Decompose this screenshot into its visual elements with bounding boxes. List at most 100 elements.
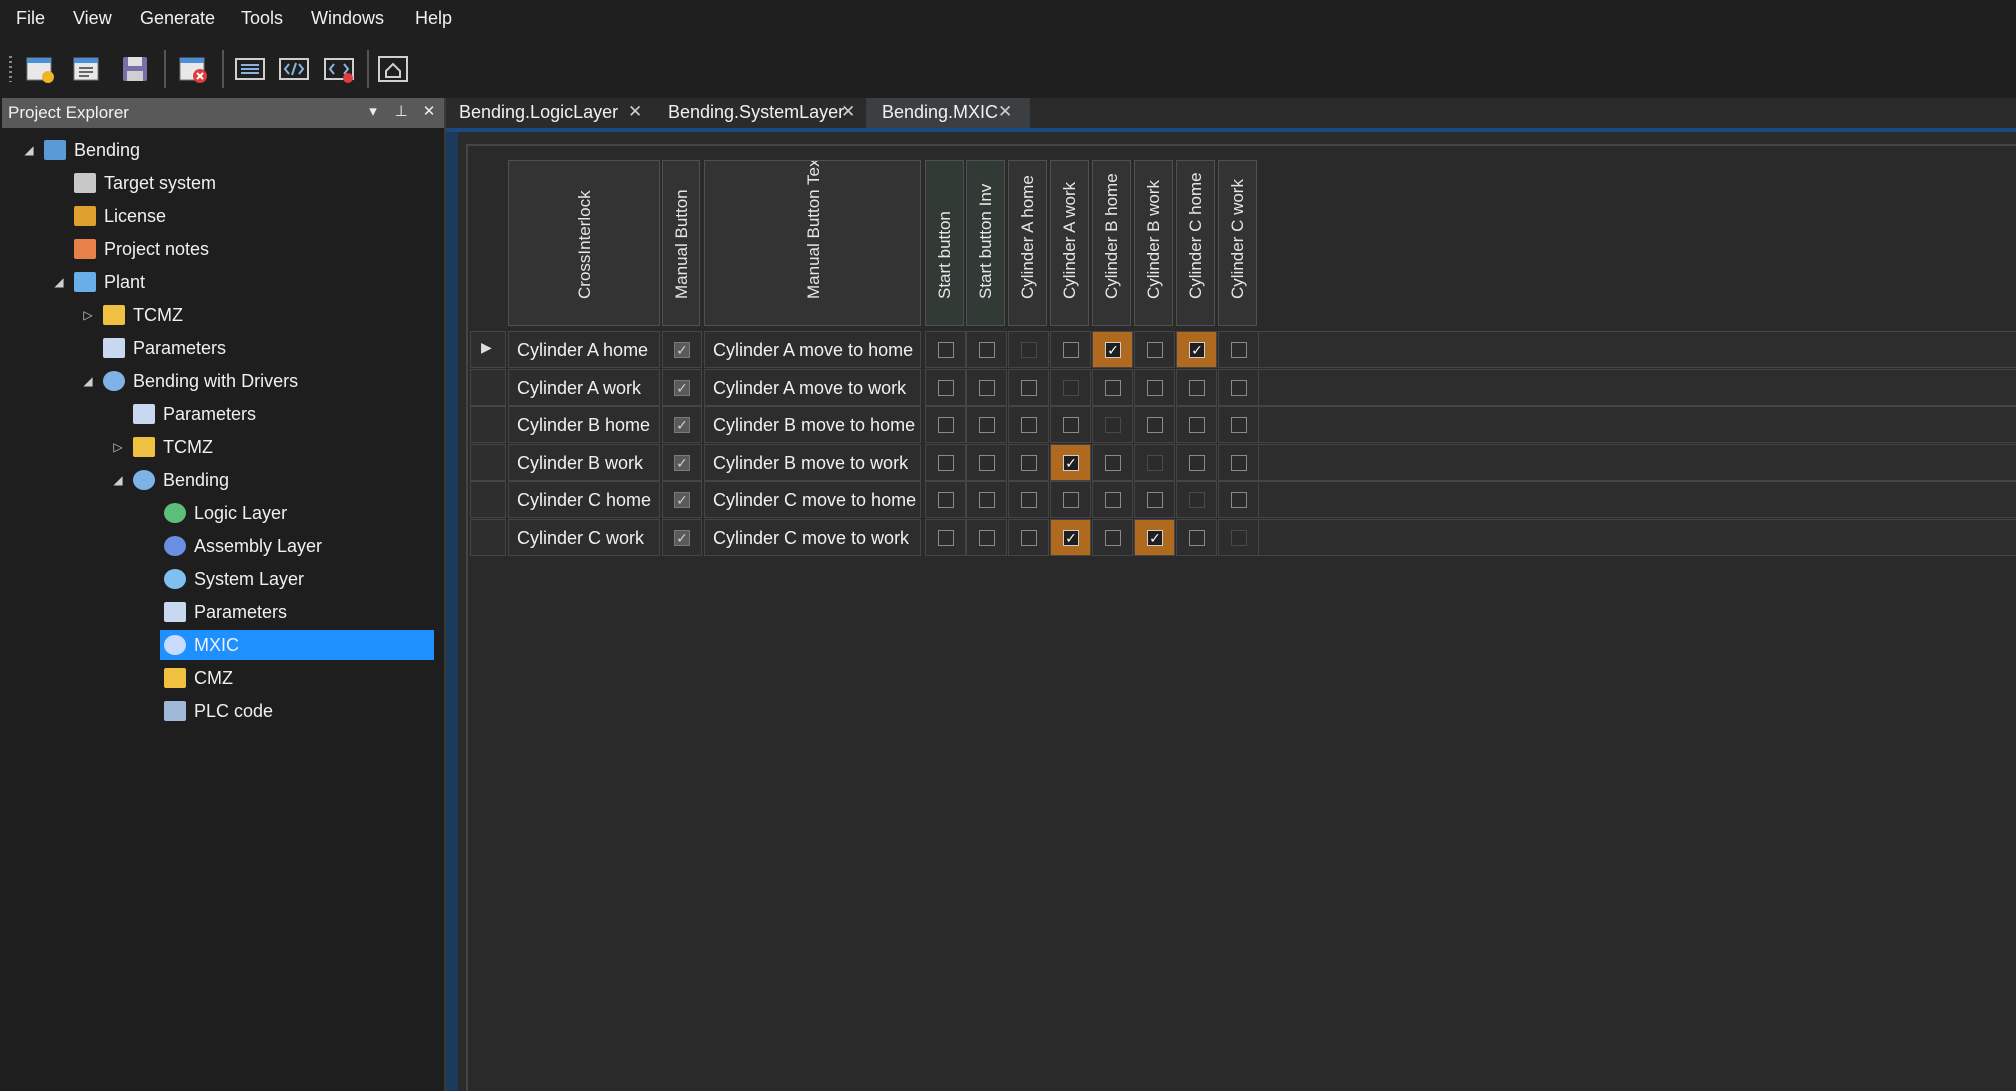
menu-file[interactable]: File [16, 8, 46, 28]
tree-item-system-layer[interactable]: System Layer [124, 564, 504, 594]
column-header-manual-button[interactable]: Manual Button [662, 160, 700, 326]
interlock-checkbox[interactable] [1105, 455, 1121, 471]
column-header-cylinder-b-home[interactable]: Cylinder B home [1092, 160, 1131, 326]
pin-icon[interactable]: ⊥ [394, 103, 408, 120]
row-selector[interactable] [470, 519, 506, 556]
column-header-cylinder-c-home[interactable]: Cylinder C home [1176, 160, 1215, 326]
interlock-checkbox[interactable] [1231, 380, 1247, 396]
manual-button-checkbox[interactable]: ✓ [674, 530, 690, 546]
toolbar-grip[interactable] [9, 56, 12, 82]
column-header-start-button-inv[interactable]: Start button Inv [966, 160, 1005, 326]
column-header-cylinder-a-work[interactable]: Cylinder A work [1050, 160, 1089, 326]
tree-item-assembly-layer[interactable]: Assembly Layer [124, 531, 504, 561]
column-header-crossinterlock[interactable]: CrossInterlock [508, 160, 660, 326]
interlock-checkbox[interactable] [1063, 342, 1079, 358]
interlock-checkbox[interactable] [938, 380, 954, 396]
menu-help[interactable]: Help [415, 8, 453, 28]
dropdown-icon[interactable]: ▾ [369, 103, 377, 120]
interlock-checkbox[interactable] [1021, 455, 1037, 471]
cell-manual-button-text[interactable]: Cylinder C move to work [704, 519, 921, 556]
manual-button-checkbox[interactable]: ✓ [674, 342, 690, 358]
tree-item-tcmz[interactable]: ▷ TCMZ [63, 300, 443, 330]
close-icon[interactable]: ✕ [841, 102, 856, 121]
interlock-checkbox[interactable]: ✓ [1105, 342, 1121, 358]
expanded-arrow-icon[interactable]: ◢ [24, 143, 34, 157]
row-selector[interactable] [470, 369, 506, 406]
collapsed-arrow-icon[interactable]: ▷ [83, 308, 93, 322]
interlock-checkbox[interactable] [938, 530, 954, 546]
interlock-checkbox[interactable]: ✓ [1147, 530, 1163, 546]
interlock-checkbox[interactable] [1063, 492, 1079, 508]
tree-item-parameters[interactable]: Parameters [93, 399, 473, 429]
interlock-checkbox[interactable]: ✓ [1189, 342, 1205, 358]
interlock-checkbox[interactable] [979, 380, 995, 396]
interlock-checkbox[interactable] [979, 492, 995, 508]
column-header-manual-button-text[interactable]: Manual Button Text [704, 160, 921, 326]
expanded-arrow-icon[interactable]: ◢ [113, 473, 123, 487]
interlock-checkbox[interactable] [1147, 380, 1163, 396]
interlock-checkbox[interactable] [1105, 530, 1121, 546]
interlock-checkbox[interactable] [1147, 417, 1163, 433]
new-project-icon[interactable] [23, 52, 57, 86]
cell-crossinterlock[interactable]: Cylinder C home [508, 481, 660, 518]
interlock-checkbox[interactable] [1189, 530, 1205, 546]
cell-manual-button-text[interactable]: Cylinder A move to work [704, 369, 921, 406]
cell-manual-button-text[interactable]: Cylinder B move to work [704, 444, 921, 481]
home-icon[interactable] [376, 52, 410, 86]
tree-item-parameters[interactable]: Parameters [124, 597, 504, 627]
interlock-checkbox[interactable] [979, 342, 995, 358]
tree-item-bending[interactable]: ◢ Bending [4, 135, 384, 165]
tree-item-license[interactable]: License [34, 201, 414, 231]
interlock-checkbox[interactable] [1189, 417, 1205, 433]
column-header-cylinder-c-work[interactable]: Cylinder C work [1218, 160, 1257, 326]
close-icon[interactable]: ✕ [628, 102, 643, 121]
interlock-checkbox[interactable] [938, 455, 954, 471]
expanded-arrow-icon[interactable]: ◢ [83, 374, 93, 388]
interlock-checkbox[interactable] [1189, 455, 1205, 471]
interlock-checkbox[interactable] [979, 417, 995, 433]
open-project-icon[interactable] [70, 52, 104, 86]
tree-item-tcmz[interactable]: ▷ TCMZ [93, 432, 473, 462]
interlock-checkbox[interactable] [1231, 455, 1247, 471]
manual-button-checkbox[interactable]: ✓ [674, 492, 690, 508]
tree-item-bending-with-drivers[interactable]: ◢ Bending with Drivers [63, 366, 443, 396]
tree-item-target-system[interactable]: Target system [34, 168, 414, 198]
tree-item-mxic[interactable]: MXIC [160, 630, 434, 660]
row-selector[interactable] [470, 481, 506, 518]
manual-button-checkbox[interactable]: ✓ [674, 417, 690, 433]
interlock-checkbox[interactable] [1105, 380, 1121, 396]
column-header-start-button[interactable]: Start button [925, 160, 964, 326]
layer-view-icon[interactable] [233, 52, 267, 86]
collapsed-arrow-icon[interactable]: ▷ [113, 440, 123, 454]
cell-manual-button-text[interactable]: Cylinder A move to home [704, 331, 921, 368]
interlock-checkbox[interactable] [1021, 492, 1037, 508]
menu-generate[interactable]: Generate [140, 8, 216, 28]
interlock-checkbox[interactable] [938, 342, 954, 358]
interlock-checkbox[interactable] [938, 492, 954, 508]
cell-crossinterlock[interactable]: Cylinder C work [508, 519, 660, 556]
code-delete-icon[interactable] [322, 52, 356, 86]
tree-item-project-notes[interactable]: Project notes [34, 234, 414, 264]
interlock-checkbox[interactable] [1147, 342, 1163, 358]
menu-tools[interactable]: Tools [241, 8, 284, 28]
menu-view[interactable]: View [73, 8, 112, 28]
cell-crossinterlock[interactable]: Cylinder A work [508, 369, 660, 406]
interlock-checkbox[interactable] [1105, 492, 1121, 508]
interlock-checkbox[interactable] [1063, 417, 1079, 433]
interlock-checkbox[interactable] [979, 455, 995, 471]
tree-item-bending[interactable]: ◢ Bending [93, 465, 473, 495]
interlock-checkbox[interactable] [1231, 492, 1247, 508]
tree-item-logic-layer[interactable]: Logic Layer [124, 498, 504, 528]
interlock-checkbox[interactable]: ✓ [1063, 530, 1079, 546]
tree-item-plc-code[interactable]: PLC code [124, 696, 504, 726]
expanded-arrow-icon[interactable]: ◢ [54, 275, 64, 289]
interlock-checkbox[interactable] [1231, 417, 1247, 433]
tab-bending-systemlayer[interactable]: Bending.SystemLayer ✕ [655, 98, 868, 128]
cell-crossinterlock[interactable]: Cylinder A home [508, 331, 660, 368]
row-selector[interactable]: ▶ [470, 331, 506, 368]
row-selector[interactable] [470, 406, 506, 443]
interlock-checkbox[interactable] [938, 417, 954, 433]
close-icon[interactable]: ✕ [998, 102, 1013, 121]
manual-button-checkbox[interactable]: ✓ [674, 455, 690, 471]
interlock-checkbox[interactable] [1021, 380, 1037, 396]
